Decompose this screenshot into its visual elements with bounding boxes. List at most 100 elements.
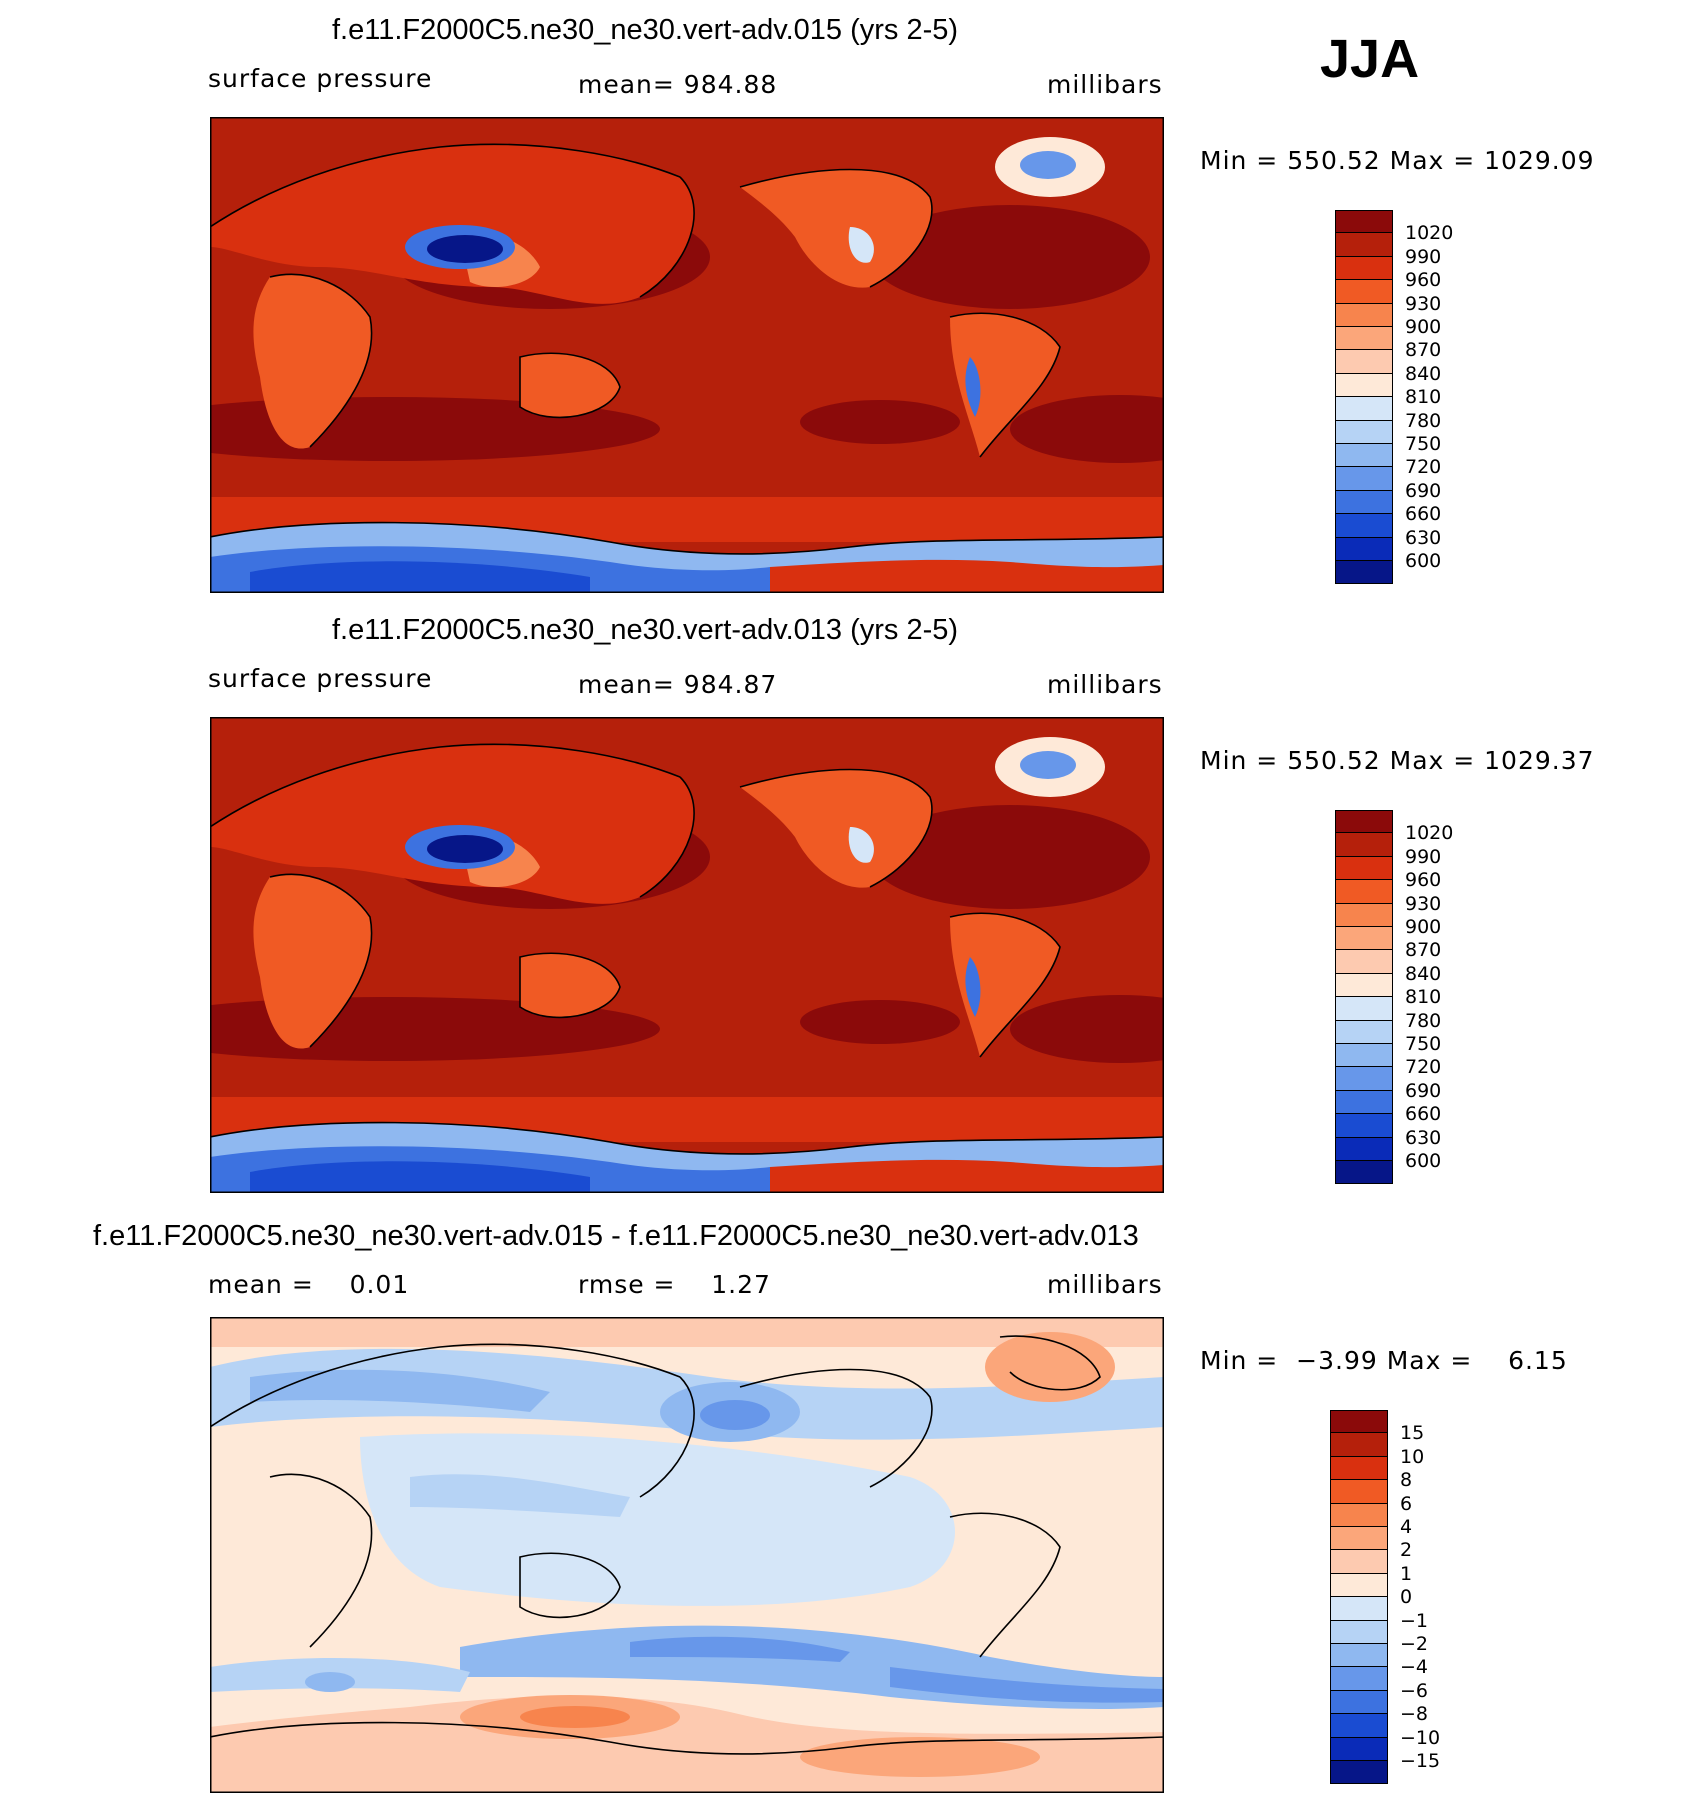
- colorbar-label: 10: [1400, 1445, 1425, 1468]
- colorbar-swatch: [1335, 537, 1393, 561]
- colorbar-swatch: [1335, 514, 1393, 538]
- minmax-label: Min = 550.52 Max = 1029.09: [1200, 146, 1595, 175]
- colorbar-swatch: [1335, 1020, 1393, 1044]
- difference-map: [210, 1317, 1164, 1793]
- colorbar-swatch: [1330, 1620, 1388, 1644]
- colorbar-swatch: [1335, 280, 1393, 304]
- colorbar-swatch: [1335, 1090, 1393, 1115]
- pressure-map: [210, 717, 1164, 1193]
- colorbar-label: 720: [1405, 456, 1442, 479]
- colorbar-swatch: [1335, 467, 1393, 491]
- colorbar-label: 870: [1405, 339, 1442, 362]
- colorbar-swatch: [1335, 927, 1393, 951]
- colorbar-label: 750: [1405, 433, 1442, 455]
- colorbar-label: −8: [1400, 1703, 1429, 1726]
- units-label: millibars: [1047, 670, 1163, 699]
- rmse-label: rmse = 1.27: [578, 1270, 771, 1299]
- colorbar-label: 930: [1405, 892, 1442, 915]
- colorbar-swatch: [1335, 210, 1393, 234]
- colorbar-label: 600: [1405, 550, 1442, 572]
- colorbar-swatch: [1335, 1067, 1393, 1091]
- colorbar-swatch: [1330, 1761, 1388, 1785]
- colorbar-label: 1020: [1405, 222, 1454, 245]
- colorbar-swatch: [1335, 950, 1393, 974]
- colorbar-swatch: [1335, 810, 1393, 834]
- colorbar-swatch: [1335, 444, 1393, 468]
- colorbar-swatch: [1330, 1667, 1388, 1691]
- colorbar-swatch: [1335, 350, 1393, 374]
- colorbar-swatch: [1335, 233, 1393, 257]
- colorbar-swatch: [1335, 856, 1393, 881]
- colorbar-swatch: [1335, 1161, 1393, 1185]
- colorbar-label: −6: [1400, 1679, 1429, 1702]
- colorbar-swatch: [1335, 880, 1393, 904]
- colorbar-label: −15: [1400, 1750, 1441, 1772]
- map-canvas: [210, 717, 1164, 1193]
- colorbar-label: 1: [1400, 1562, 1413, 1585]
- colorbar-label: 900: [1405, 316, 1442, 338]
- colorbar-swatch: [1335, 256, 1393, 281]
- colorbar-label: 690: [1405, 1079, 1442, 1102]
- colorbar-swatch: [1335, 997, 1393, 1021]
- colorbar-label: −1: [1400, 1609, 1429, 1632]
- colorbar-swatch: [1330, 1456, 1388, 1481]
- colorbar-label: 720: [1405, 1056, 1442, 1079]
- colorbar-label: 630: [1405, 1126, 1442, 1149]
- colorbar-swatch: [1330, 1644, 1388, 1668]
- colorbar-swatch: [1335, 903, 1393, 927]
- mean-label: mean= 984.87: [578, 670, 778, 699]
- colorbar-swatch: [1330, 1597, 1388, 1621]
- colorbar-swatch: [1330, 1714, 1388, 1738]
- season-label: JJA: [1320, 29, 1420, 89]
- panel-title: f.e11.F2000C5.ne30_ne30.vert-adv.015 - f…: [93, 1220, 1139, 1252]
- colorbar-label: −2: [1400, 1633, 1429, 1655]
- colorbar-swatch: [1335, 561, 1393, 585]
- colorbar-swatch: [1330, 1527, 1388, 1551]
- mean-label: mean= 984.88: [578, 70, 778, 99]
- minmax-label: Min = 550.52 Max = 1029.37: [1200, 746, 1595, 775]
- colorbar-label: 4: [1400, 1516, 1413, 1538]
- colorbar-swatch: [1335, 373, 1393, 398]
- units-label: millibars: [1047, 1270, 1163, 1299]
- colorbar-swatch: [1330, 1550, 1388, 1574]
- colorbar-label: 960: [1405, 269, 1442, 292]
- colorbar-label: 660: [1405, 1103, 1442, 1126]
- colorbar-label: 810: [1405, 386, 1442, 409]
- colorbar-swatch: [1335, 327, 1393, 351]
- colorbar-label: 0: [1400, 1586, 1413, 1609]
- colorbar-swatch: [1330, 1433, 1388, 1457]
- colorbar-label: 810: [1405, 986, 1442, 1009]
- colorbar-swatch: [1335, 833, 1393, 857]
- variable-label: surface pressure: [208, 64, 433, 93]
- colorbar-label: 660: [1405, 503, 1442, 526]
- colorbar-swatch: [1335, 303, 1393, 327]
- colorbar-label: 8: [1400, 1469, 1413, 1492]
- colorbar-swatch: [1335, 490, 1393, 515]
- colorbar-label: 900: [1405, 916, 1442, 938]
- colorbar-label: 840: [1405, 962, 1442, 985]
- colorbar-label: 2: [1400, 1539, 1413, 1562]
- colorbar-swatch: [1330, 1410, 1388, 1434]
- colorbar-swatch: [1335, 397, 1393, 421]
- colorbar-label: 780: [1405, 1009, 1442, 1032]
- colorbar-label: 930: [1405, 292, 1442, 315]
- colorbar-label: 690: [1405, 479, 1442, 502]
- colorbar-swatch: [1330, 1480, 1388, 1504]
- colorbar-label: −4: [1400, 1656, 1429, 1679]
- colorbar-label: −10: [1400, 1726, 1441, 1749]
- colorbar-swatch: [1330, 1690, 1388, 1715]
- map-canvas: [210, 1317, 1164, 1793]
- colorbar-label: 750: [1405, 1033, 1442, 1055]
- pressure-map: [210, 117, 1164, 593]
- colorbar-swatch: [1335, 1044, 1393, 1068]
- colorbar-swatch: [1330, 1503, 1388, 1527]
- colorbar-label: 1020: [1405, 822, 1454, 845]
- map-canvas: [210, 117, 1164, 593]
- colorbar-label: 990: [1405, 245, 1442, 268]
- colorbar-swatch: [1330, 1573, 1388, 1598]
- colorbar-label: 6: [1400, 1492, 1413, 1515]
- colorbar-label: 15: [1400, 1422, 1425, 1445]
- colorbar-swatch: [1335, 1137, 1393, 1161]
- colorbar-label: 990: [1405, 845, 1442, 868]
- colorbar-swatch: [1335, 973, 1393, 998]
